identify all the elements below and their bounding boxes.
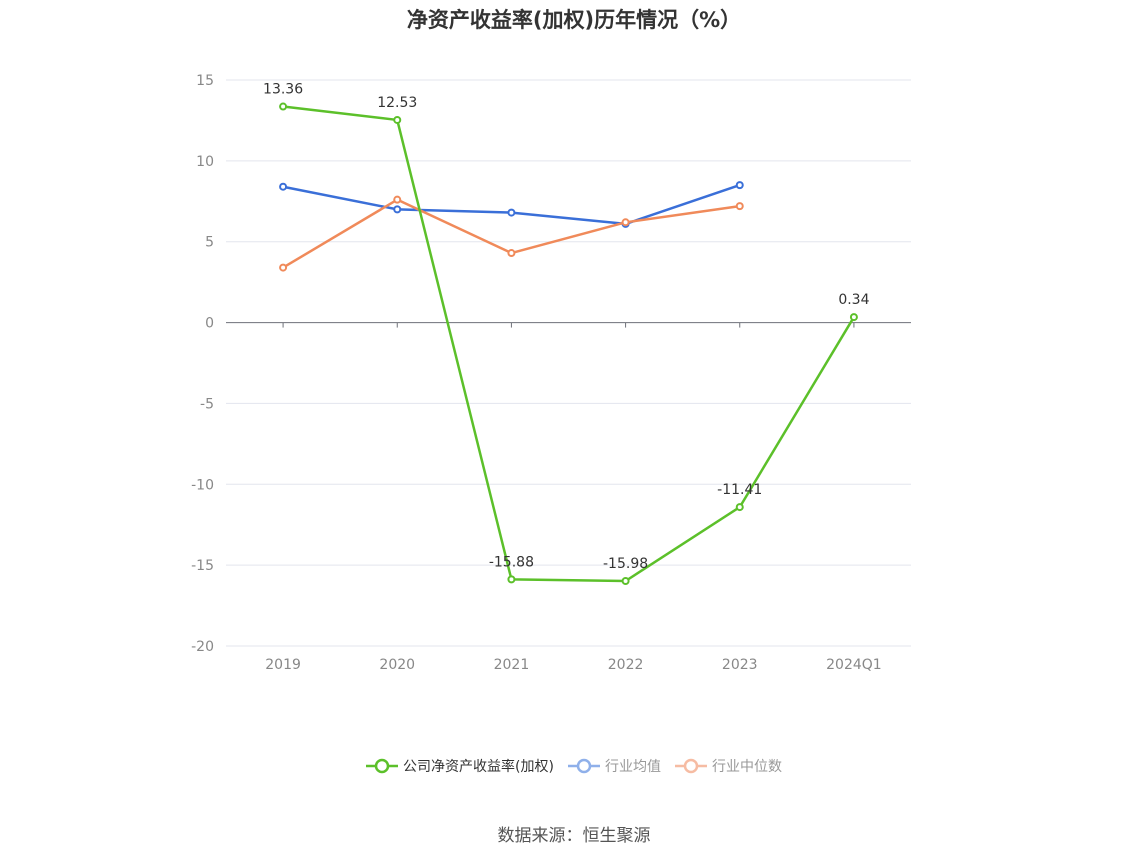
- gridlines: [226, 79, 911, 647]
- data-point[interactable]: [849, 313, 858, 322]
- data-label: -11.41: [717, 482, 762, 498]
- data-point[interactable]: [279, 182, 288, 191]
- data-label: 13.36: [263, 82, 303, 98]
- data-point[interactable]: [735, 202, 744, 211]
- x-tick-label: 2023: [722, 657, 758, 673]
- legend: 公司净资产收益率(加权) 行业均值 行业中位数: [0, 756, 1148, 776]
- data-point[interactable]: [507, 208, 516, 217]
- legend-label: 行业均值: [604, 759, 661, 775]
- data-point[interactable]: [279, 102, 288, 111]
- data-point[interactable]: [507, 249, 516, 258]
- data-label: 12.53: [377, 95, 417, 111]
- y-tick-label: 5: [205, 235, 214, 251]
- y-tick-label: 15: [196, 73, 214, 89]
- x-tick-label: 2019: [265, 657, 301, 673]
- legend-swatch-icon: [366, 758, 399, 774]
- series-line: [282, 105, 855, 583]
- x-tick-label: 2024Q1: [826, 657, 882, 673]
- x-tick-label: 2022: [608, 657, 644, 673]
- data-label: -15.98: [603, 556, 648, 572]
- x-tick-label: 2020: [379, 657, 415, 673]
- data-labels: 13.36 12.53 -15.88 -15.98 -11.41 0.34: [263, 82, 870, 572]
- data-label: 0.34: [838, 292, 869, 308]
- legend-swatch-icon: [567, 758, 600, 774]
- data-point[interactable]: [507, 575, 516, 584]
- data-point[interactable]: [393, 195, 402, 204]
- series-lines: [279, 102, 858, 585]
- y-tick-label: 0: [205, 316, 214, 332]
- data-point[interactable]: [621, 218, 630, 227]
- y-tick-label: -5: [200, 396, 214, 412]
- axes: 15 10 5 0 -5 -10 -15 -20 2019 2020 2021 2022 2023 202…: [191, 73, 911, 673]
- y-tick-label: -20: [191, 639, 214, 655]
- legend-label: 公司净资产收益率(加权): [403, 759, 554, 775]
- x-tick-label: 2021: [494, 657, 530, 673]
- data-point[interactable]: [393, 115, 402, 124]
- legend-item[interactable]: 行业均值: [567, 756, 661, 776]
- legend-swatch-icon: [674, 758, 707, 774]
- data-point[interactable]: [735, 181, 744, 190]
- y-tick-label: -10: [191, 477, 214, 493]
- source-note: 数据来源：恒生聚源: [497, 826, 651, 846]
- legend-item[interactable]: 公司净资产收益率(加权): [366, 756, 554, 776]
- series-line: [282, 183, 741, 226]
- data-point[interactable]: [393, 205, 402, 214]
- data-point[interactable]: [735, 503, 744, 512]
- data-label: -15.88: [489, 554, 534, 570]
- y-tick-label: 10: [196, 154, 214, 170]
- chart-title: 净资产收益率(加权)历年情况（%）: [406, 8, 742, 32]
- data-point[interactable]: [279, 263, 288, 272]
- y-tick-label: -15: [191, 558, 214, 574]
- legend-label: 行业中位数: [711, 759, 782, 775]
- legend-item[interactable]: 行业中位数: [674, 756, 782, 776]
- data-point[interactable]: [621, 576, 630, 585]
